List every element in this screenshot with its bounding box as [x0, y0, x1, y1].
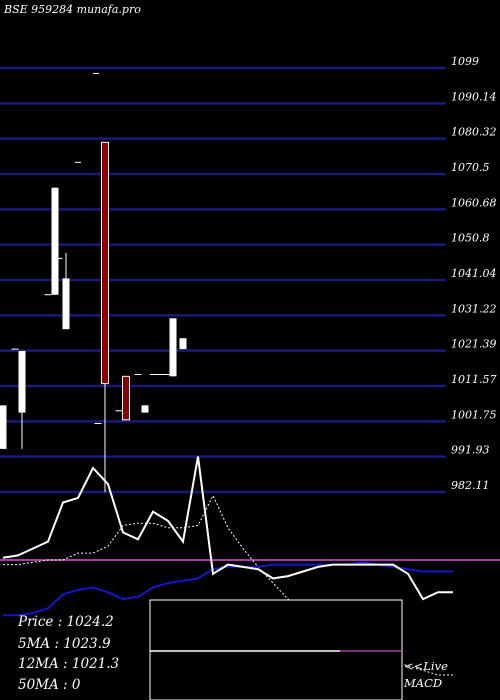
macd-line	[2, 456, 453, 601]
candle-body	[101, 141, 109, 385]
brand-label: munafa.pro	[76, 3, 141, 16]
y-tick-label: 1099	[451, 55, 479, 68]
macd-info-box	[149, 599, 403, 700]
ma5-readout: 5MA : 1023.9	[18, 636, 111, 652]
chart-header: BSE 959284 munafa.pro	[4, 3, 141, 16]
y-tick-label: 982.11	[451, 479, 490, 492]
y-tick-label: 1090.14	[451, 90, 497, 103]
y-tick-label: 1070.5	[451, 161, 490, 174]
price-readout: Price : 1024.2	[18, 614, 114, 630]
y-tick-label: 1050.8	[451, 232, 490, 245]
candle-body	[62, 278, 70, 330]
y-tick-label: 1001.75	[451, 408, 497, 421]
candle-body	[179, 338, 187, 350]
y-tick-label: 1080.32	[451, 126, 497, 139]
candle-body	[51, 187, 59, 295]
y-tick-label: 1011.57	[451, 373, 497, 386]
y-tick-label: 1060.68	[451, 196, 497, 209]
candle-body	[141, 405, 149, 413]
candle-body	[18, 350, 26, 413]
ma12-readout: 12MA : 1021.3	[18, 656, 120, 672]
y-tick-label: 1021.39	[451, 338, 497, 351]
candle-body	[169, 318, 177, 377]
candles	[0, 72, 187, 492]
y-tick-label: 1041.04	[451, 267, 497, 280]
ma50-readout: 50MA : 0	[18, 677, 81, 693]
candle-body	[122, 375, 130, 421]
live-macd-line1: <<Live	[404, 659, 448, 673]
symbol-label: BSE 959284	[4, 3, 74, 16]
candle-body	[0, 405, 7, 449]
macd-panel	[0, 456, 500, 700]
grid-lines	[0, 66, 446, 494]
y-tick-label: 1031.22	[451, 302, 497, 315]
y-axis-tick-labels: 1099 1090.14 1080.32 1070.5 1060.68 1050.8 104…	[451, 55, 497, 492]
live-macd-line2: MACD	[404, 676, 443, 690]
live-macd-label: <<Live MACD	[404, 658, 448, 692]
y-tick-label: 991.93	[451, 444, 490, 457]
